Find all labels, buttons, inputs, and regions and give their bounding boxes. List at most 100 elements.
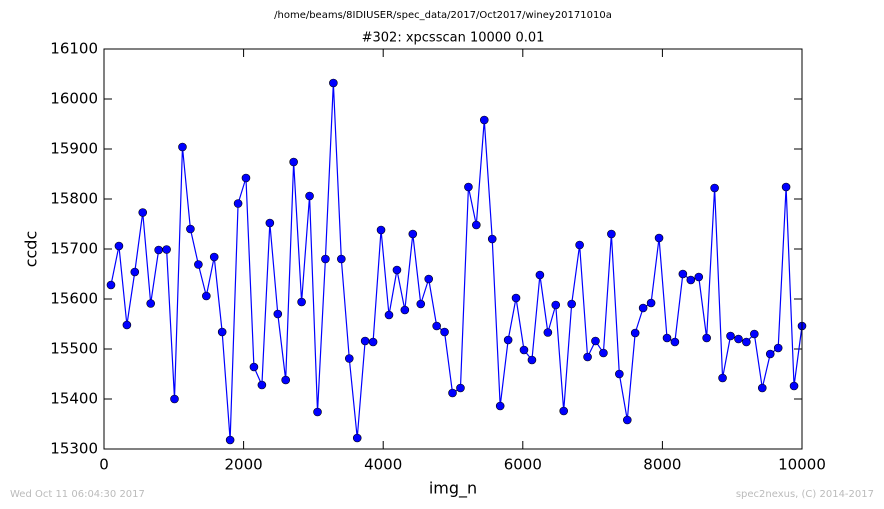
data-point	[575, 240, 584, 250]
data-point	[487, 234, 497, 244]
data-point	[535, 270, 545, 280]
data-point	[384, 310, 394, 320]
data-point	[734, 334, 743, 344]
data-point	[781, 182, 791, 192]
data-point	[551, 300, 561, 310]
suptitle: /home/beams/8IDIUSER/spec_data/2017/Oct2…	[274, 10, 612, 21]
data-point	[789, 381, 799, 391]
data-point	[630, 328, 640, 338]
data-point	[710, 183, 719, 193]
y-axis-label: ccdc	[22, 231, 41, 268]
data-line	[110, 82, 803, 441]
data-point	[750, 329, 759, 339]
data-point	[146, 299, 155, 308]
data-point	[241, 173, 251, 183]
data-point	[765, 349, 775, 359]
data-point	[615, 369, 624, 379]
data-point	[654, 233, 664, 243]
data-point	[670, 337, 680, 347]
data-point	[392, 265, 402, 275]
data-point	[170, 394, 179, 404]
data-point	[281, 375, 290, 385]
x-tick-label: 2000	[225, 456, 263, 474]
data-point	[337, 254, 346, 264]
x-tick-label: 0	[99, 456, 109, 474]
data-point	[718, 373, 727, 383]
plot-frame	[103, 48, 803, 450]
y-tick-label: 15300	[50, 440, 98, 458]
x-tick-label: 4000	[364, 456, 402, 474]
data-point	[702, 333, 711, 343]
footer-left: Wed Oct 11 06:04:30 2017	[10, 489, 145, 500]
data-point	[416, 299, 426, 309]
data-point	[726, 331, 735, 341]
data-point	[456, 383, 465, 393]
data-point	[694, 272, 704, 282]
data-point	[646, 298, 656, 308]
data-point	[472, 220, 481, 230]
data-point	[583, 352, 592, 362]
data-point	[249, 362, 259, 372]
data-point	[122, 320, 132, 330]
data-point	[678, 269, 688, 279]
data-point	[662, 333, 672, 343]
y-tick-label: 15400	[50, 390, 98, 408]
data-point	[321, 254, 330, 264]
x-tick-label: 10000	[778, 456, 826, 474]
data-point	[479, 115, 489, 125]
y-tick-label: 15700	[50, 240, 98, 258]
data-point	[273, 309, 283, 319]
data-point	[186, 224, 195, 234]
data-point	[773, 343, 783, 353]
data-point	[329, 78, 338, 88]
data-point	[559, 406, 569, 416]
data-point	[114, 241, 124, 251]
data-point	[194, 260, 203, 269]
data-point	[599, 348, 608, 358]
data-point	[209, 252, 219, 262]
data-point	[344, 354, 354, 363]
data-point	[313, 407, 322, 417]
data-point	[591, 336, 600, 346]
data-point	[527, 355, 537, 365]
data-point	[225, 435, 235, 445]
data-point	[440, 327, 449, 337]
data-point	[233, 199, 243, 208]
footer-right: spec2nexus, (C) 2014-2017	[736, 489, 874, 500]
x-tick-label: 6000	[504, 456, 542, 474]
data-point	[106, 280, 116, 290]
x-tick-label: 8000	[643, 456, 681, 474]
data-point	[154, 245, 163, 255]
data-point	[130, 267, 140, 277]
data-point	[622, 415, 632, 425]
data-point	[178, 142, 187, 152]
chart-title: #302: xpcsscan 10000 0.01	[362, 31, 545, 46]
data-point	[368, 337, 378, 347]
y-tick-label: 15600	[50, 290, 98, 308]
y-tick-label: 15900	[50, 140, 98, 158]
data-point	[424, 274, 434, 284]
data-point	[202, 291, 211, 301]
data-point	[360, 336, 370, 346]
x-axis-label: img_n	[429, 479, 477, 499]
data-point	[257, 380, 267, 390]
data-point	[217, 327, 227, 337]
data-point	[495, 401, 505, 411]
data-point	[503, 335, 513, 345]
data-point	[352, 433, 362, 443]
data-point	[408, 229, 418, 239]
data-point	[289, 157, 298, 167]
data-point	[519, 345, 529, 355]
data-point	[686, 275, 696, 285]
data-point	[543, 328, 553, 337]
data-point	[638, 303, 648, 313]
data-point	[305, 191, 314, 201]
data-point	[400, 305, 410, 315]
data-point	[138, 208, 148, 217]
data-point	[376, 225, 386, 235]
data-point	[511, 293, 521, 303]
data-point	[432, 321, 441, 331]
data-point	[607, 229, 616, 239]
